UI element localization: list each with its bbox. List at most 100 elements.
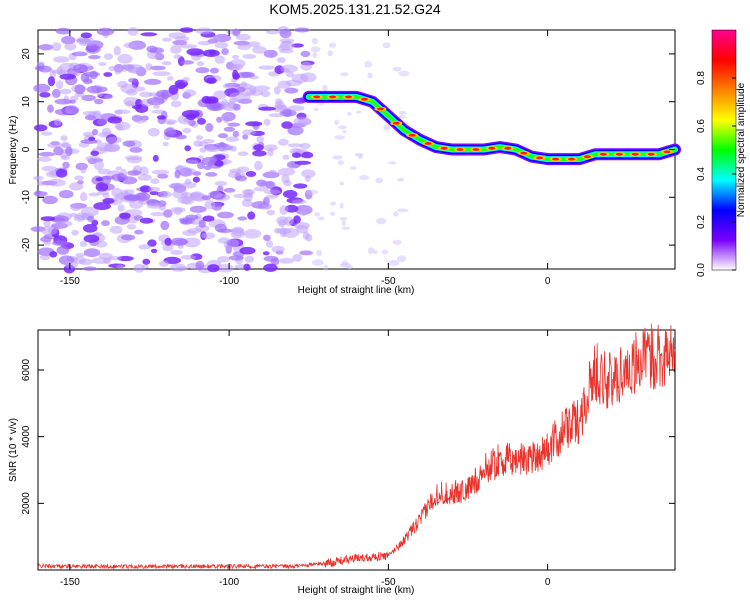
noise-blob [60, 155, 70, 161]
noise-blob [256, 179, 267, 187]
y-tick-label: 10 [21, 96, 32, 108]
noise-blob [151, 169, 170, 175]
noise-blob [285, 71, 295, 78]
noise-blob [254, 160, 263, 171]
noise-blob [347, 111, 352, 116]
noise-blob [323, 264, 329, 271]
colorbar-tick-label: 0.6 [696, 119, 707, 133]
noise-blob [304, 175, 311, 182]
noise-blob [40, 216, 56, 222]
noise-blob [183, 89, 197, 97]
noise-blob [185, 113, 197, 121]
noise-blob [327, 50, 334, 57]
noise-blob [278, 219, 286, 228]
noise-blob [174, 36, 190, 42]
noise-blob [245, 171, 257, 177]
ridge-peak [504, 146, 512, 150]
ridge-peak [488, 146, 496, 150]
noise-blob [162, 119, 178, 124]
noise-blob [367, 247, 375, 255]
noise-blob [65, 104, 80, 115]
noise-blob [92, 128, 99, 136]
noise-blob [139, 185, 152, 193]
noise-blob [126, 156, 143, 164]
noise-blob [103, 72, 113, 77]
noise-blob [300, 50, 311, 58]
x-tick-label: -100 [219, 577, 239, 588]
noise-blob [208, 49, 216, 56]
noise-blob [182, 127, 192, 134]
noise-blob [51, 88, 61, 98]
noise-blob [163, 209, 173, 218]
noise-blob [138, 244, 151, 250]
ridge-peak [361, 97, 368, 101]
noise-blob [127, 170, 142, 176]
noise-blob [53, 118, 62, 126]
noise-blob [69, 62, 80, 70]
noise-blob [233, 193, 246, 199]
noise-blob [153, 104, 160, 109]
colorbar-tick-label: 0.4 [696, 167, 707, 181]
noise-blob [195, 67, 210, 74]
noise-blob [249, 90, 263, 96]
noise-blob [183, 237, 201, 248]
noise-blob [144, 78, 162, 85]
noise-blob [133, 215, 144, 221]
noise-blob [150, 248, 158, 254]
noise-blob [265, 181, 276, 189]
noise-blob [201, 95, 212, 104]
colorbar-label: Normalized spectral amplitude [736, 82, 747, 217]
noise-blob [242, 134, 249, 140]
noise-blob [267, 147, 274, 157]
noise-blob [180, 60, 194, 65]
noise-blob [274, 227, 281, 234]
noise-blob [122, 140, 136, 147]
noise-blob [60, 221, 73, 227]
spectral-ridge [302, 90, 681, 166]
ridge-peak [663, 150, 671, 154]
noise-blob [214, 41, 229, 49]
noise-blob [90, 150, 99, 157]
noise-blob [86, 85, 103, 94]
noise-blob [108, 65, 119, 71]
ridge-peak [440, 146, 448, 150]
noise-blob [382, 42, 391, 49]
noise-blob [263, 118, 271, 126]
noise-blob [398, 110, 407, 115]
noise-blob [89, 70, 98, 80]
noise-blob [264, 144, 278, 152]
noise-blob [213, 90, 227, 100]
noise-blob [121, 234, 136, 241]
noise-blob [300, 61, 313, 71]
x-tick-label: -150 [60, 577, 80, 588]
noise-blob [217, 256, 231, 263]
noise-blob [205, 123, 214, 132]
noise-blob [258, 65, 275, 70]
noise-blob [292, 152, 302, 158]
noise-blob [293, 116, 312, 126]
noise-blob [114, 121, 131, 131]
noise-blob [253, 85, 270, 92]
noise-blob [82, 78, 93, 85]
noise-blob [245, 121, 263, 127]
noise-blob [117, 255, 134, 262]
noise-blob [60, 135, 68, 141]
noise-blob [393, 211, 399, 217]
noise-blob [179, 44, 198, 49]
noise-blob [146, 202, 164, 209]
snr-series-line [37, 323, 676, 570]
noise-blob [217, 211, 234, 219]
noise-blob [342, 130, 347, 134]
noise-blob [223, 126, 236, 132]
noise-blob [117, 53, 133, 64]
noise-blob [373, 250, 378, 255]
noise-blob [213, 193, 231, 201]
noise-blob [162, 141, 169, 147]
noise-blob [83, 248, 101, 258]
noise-blob [375, 177, 383, 184]
noise-blob [263, 203, 271, 210]
noise-blob [279, 28, 292, 39]
noise-blob [252, 46, 267, 54]
noise-blob [237, 216, 248, 221]
